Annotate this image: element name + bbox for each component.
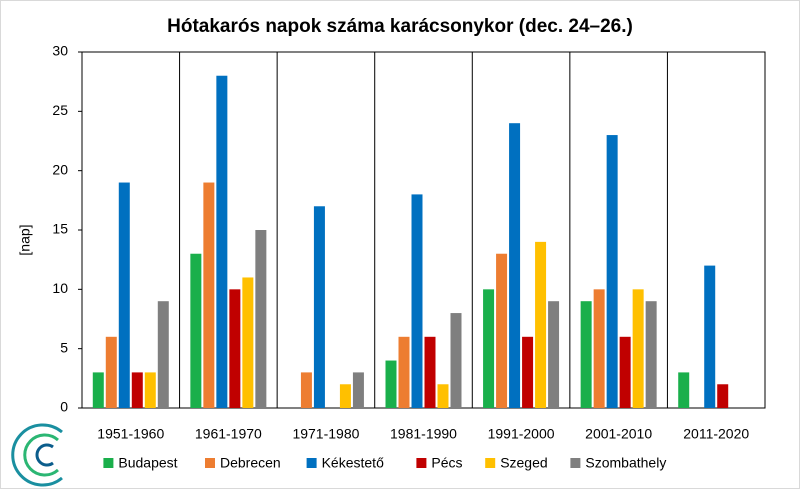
- y-tick-label: 5: [60, 339, 68, 355]
- legend-label: Budapest: [118, 455, 177, 471]
- legend-label: Debrecen: [220, 455, 281, 471]
- legend-swatch: [416, 458, 427, 468]
- y-tick-label: 15: [52, 221, 68, 237]
- bar: [509, 123, 521, 408]
- bar: [593, 289, 605, 408]
- legend-label: Kékestető: [322, 455, 384, 471]
- bar: [645, 301, 657, 408]
- bar: [190, 253, 202, 408]
- bar: [242, 277, 254, 408]
- logo: [11, 423, 63, 487]
- bar: [105, 336, 117, 408]
- bar: [352, 372, 364, 408]
- y-tick-label: 10: [52, 280, 68, 296]
- bar: [398, 336, 410, 408]
- bar: [300, 372, 312, 408]
- plot-frame: [81, 51, 766, 409]
- legend-swatch: [205, 458, 215, 468]
- bar: [606, 135, 618, 409]
- x-tick-label: 2011-2020: [683, 426, 749, 442]
- legend-label: Szeged: [500, 455, 547, 471]
- bar: [92, 372, 104, 408]
- bar: [411, 194, 423, 408]
- bar: [704, 265, 716, 408]
- bar: [548, 301, 560, 408]
- y-tick-label: 0: [60, 399, 68, 415]
- legend-swatch: [485, 458, 496, 468]
- bar: [437, 384, 449, 408]
- bar: [229, 289, 241, 408]
- bar: [580, 301, 592, 408]
- y-tick-label: 25: [52, 102, 68, 118]
- bar: [424, 336, 436, 408]
- x-tick-label: 1971-1980: [292, 426, 359, 442]
- legend-label: Szombathely: [585, 455, 666, 471]
- bar: [385, 360, 397, 408]
- bar: [118, 182, 130, 408]
- bar: [632, 289, 644, 408]
- x-tick-label: 1991-2000: [488, 426, 555, 442]
- y-tick-label: 30: [52, 43, 68, 59]
- logo-arc: [11, 423, 63, 487]
- x-tick-label: 1951-1960: [97, 426, 164, 442]
- bar: [678, 372, 690, 408]
- logo-arc: [35, 443, 54, 467]
- bar: [313, 206, 325, 408]
- bar: [450, 313, 462, 408]
- bar: [496, 253, 508, 408]
- bar: [339, 384, 351, 408]
- x-tick-label: 1981-1990: [390, 426, 457, 442]
- legend-label: Pécs: [431, 455, 462, 471]
- bar: [144, 372, 156, 408]
- bar: [717, 384, 729, 408]
- bar: [535, 241, 547, 408]
- legend-swatch: [306, 458, 317, 468]
- bar: [157, 301, 169, 408]
- bar: [522, 336, 534, 408]
- y-tick-label: 20: [52, 161, 68, 177]
- bar: [255, 230, 267, 408]
- bar: [203, 182, 215, 408]
- legend-swatch: [570, 458, 581, 468]
- y-axis-label: [nap]: [17, 224, 33, 255]
- x-tick-label: 1961-1970: [195, 426, 262, 442]
- bar: [131, 372, 143, 408]
- logo-arc: [23, 433, 59, 477]
- legend-swatch: [103, 458, 114, 468]
- bar: [619, 336, 631, 408]
- x-tick-label: 2001-2010: [585, 426, 652, 442]
- bar: [483, 289, 495, 408]
- chart-title: Hótakarós napok száma karácsonykor (dec.…: [167, 16, 633, 37]
- bar: [216, 75, 228, 408]
